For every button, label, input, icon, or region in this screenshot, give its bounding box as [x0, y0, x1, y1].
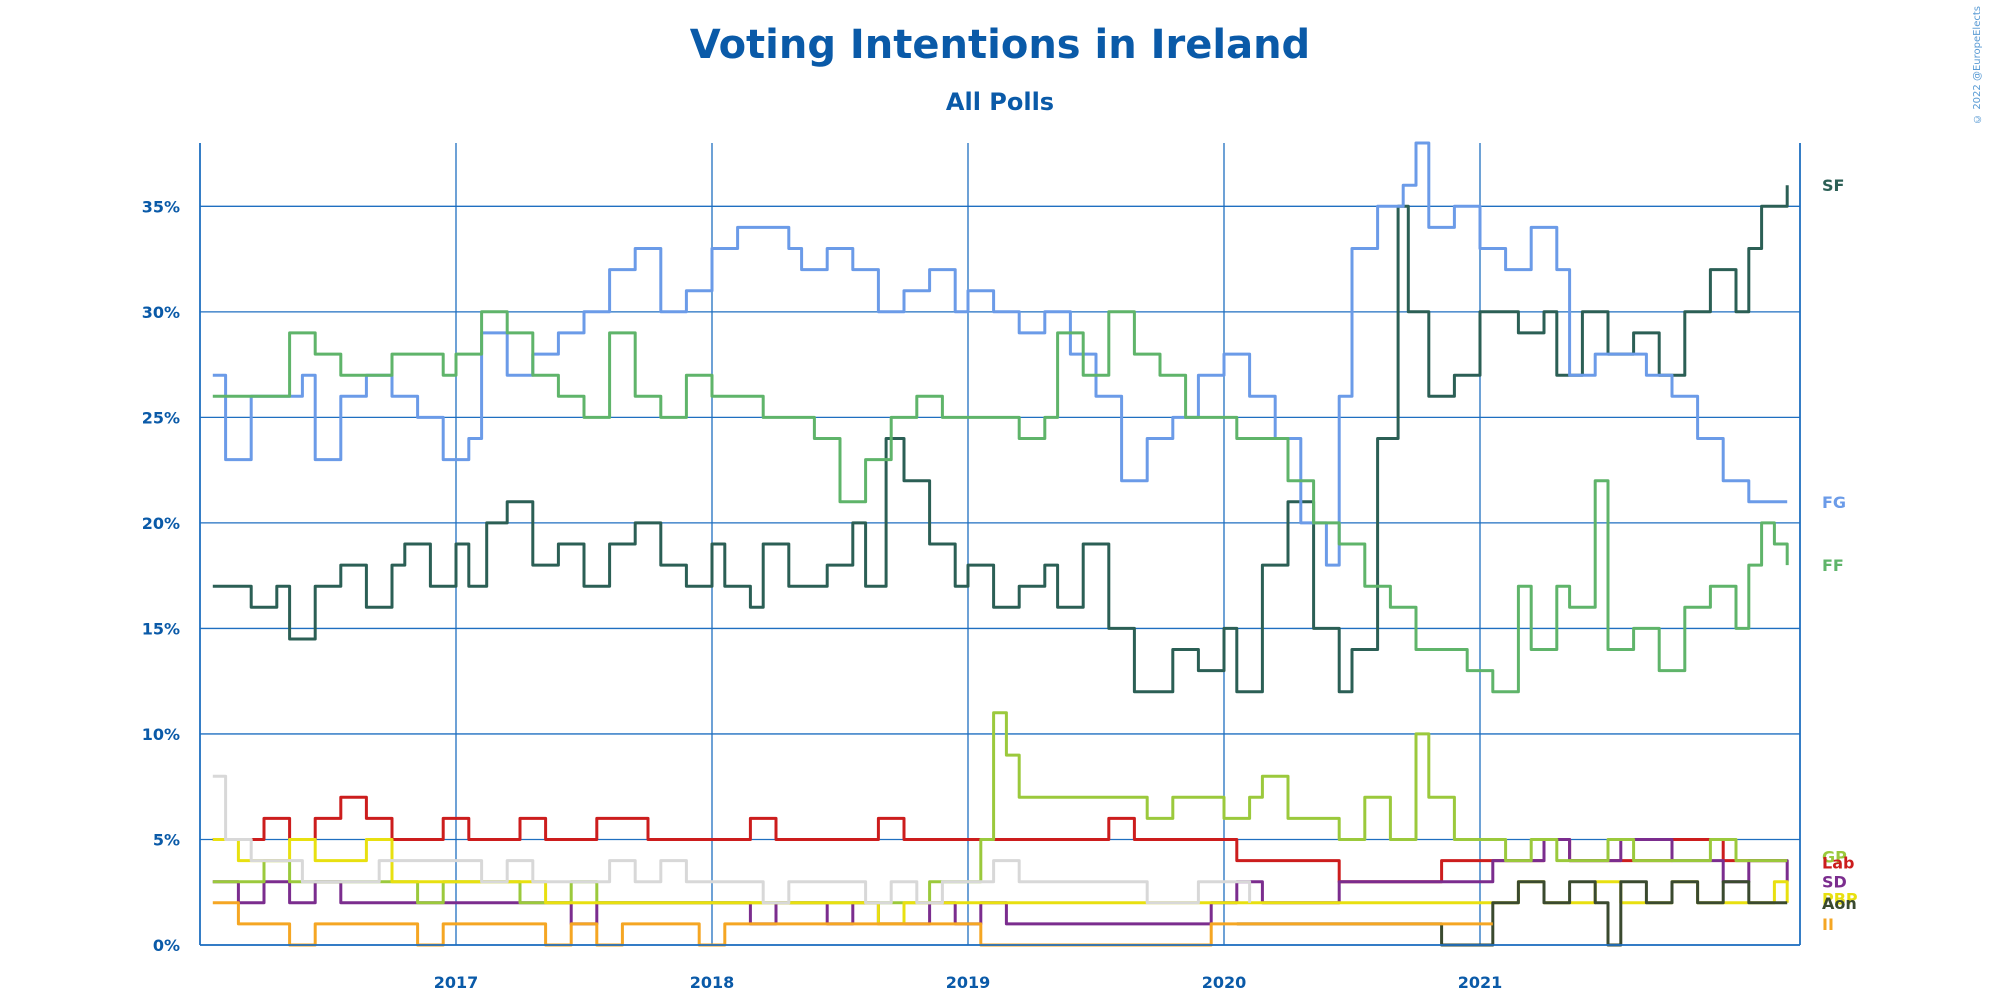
y-tick-label: 20% — [142, 514, 180, 533]
end-label-lab: Lab — [1822, 854, 1854, 873]
grid-lines — [200, 143, 1800, 946]
end-label-ff: FF — [1822, 556, 1844, 575]
end-label-pbp: PBP — [1822, 890, 1858, 909]
y-tick-label: 10% — [142, 725, 180, 744]
y-tick-label: 25% — [142, 408, 180, 427]
end-label-gp: GP — [1822, 847, 1847, 866]
series-line-fg — [212, 141, 1788, 567]
y-tick-label: 35% — [142, 197, 180, 216]
chart-title: Voting Intentions in Ireland — [689, 22, 1311, 68]
end-label-fg: FG — [1822, 493, 1846, 512]
end-label-aon: Aon — [1822, 894, 1857, 913]
series-line-sf — [212, 185, 1789, 694]
x-tick-label: 2019 — [946, 973, 991, 992]
end-label-ii: II — [1822, 915, 1834, 934]
chart-subtitle: All Polls — [945, 88, 1055, 116]
y-tick-label: 15% — [142, 619, 180, 638]
series-line-ff — [212, 310, 1789, 694]
x-tick-label: 2017 — [434, 973, 479, 992]
tick-labels: 0% 5% 10% 15% 20% 25% 30% 35% 2017 2018 2019 2020 20… — [142, 197, 1503, 992]
x-tick-label: 2021 — [1458, 973, 1503, 992]
series-line-aon — [1236, 880, 1788, 947]
series-line-renua — [212, 774, 1252, 905]
y-tick-label: 5% — [153, 830, 180, 849]
x-tick-label: 2018 — [690, 973, 735, 992]
x-tick-label: 2020 — [1202, 973, 1247, 992]
axes — [199, 143, 1801, 946]
series-line-ii — [212, 901, 1493, 947]
series-lines — [212, 141, 1789, 947]
end-label-sf: SF — [1822, 176, 1844, 195]
series-line-pbp — [212, 838, 1789, 926]
y-tick-label: 30% — [142, 303, 180, 322]
series-line-gp — [212, 711, 1788, 905]
y-tick-label: 0% — [153, 936, 180, 955]
end-label-sd: SD — [1822, 873, 1847, 892]
